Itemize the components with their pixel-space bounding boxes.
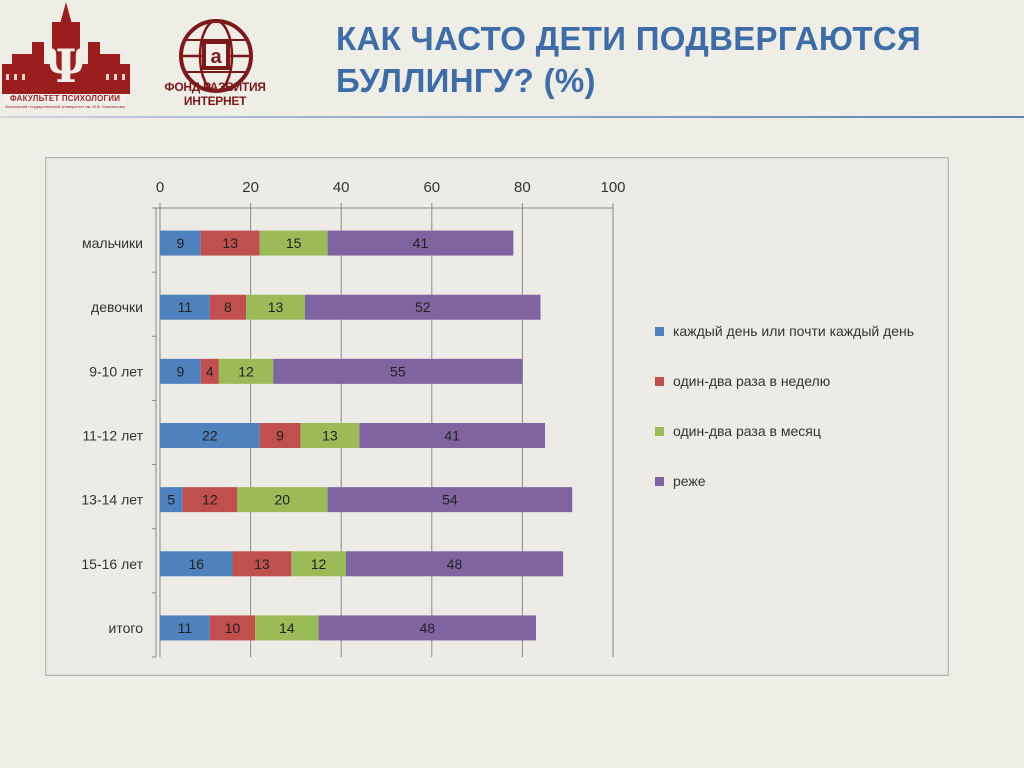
- category-label: 15-16 лет: [81, 556, 143, 572]
- bar-segment: [304, 294, 541, 320]
- legend-label-rarely: реже: [673, 473, 706, 489]
- data-label: 12: [238, 363, 254, 379]
- fund-caption: ФОНД РАЗВИТИЯ ИНТЕРНЕТ: [164, 80, 266, 108]
- bar-segment: [237, 487, 328, 513]
- title-divider: [0, 116, 1024, 118]
- bar-segment: [291, 551, 346, 577]
- bar-segment: [259, 423, 301, 448]
- data-label: 48: [419, 620, 435, 636]
- legend-swatch-weekly: [655, 377, 664, 386]
- data-label: 48: [447, 556, 463, 572]
- data-label: 11: [178, 620, 193, 636]
- data-label: 13: [254, 556, 270, 572]
- bar-segment: [160, 487, 183, 513]
- legend-swatch-monthly: [655, 427, 664, 436]
- psychology-faculty-caption: ФАКУЛЬТЕТ ПСИХОЛОГИИ: [4, 94, 126, 103]
- bar-segment: [200, 358, 219, 384]
- bar-segment: [160, 358, 201, 384]
- legend-label-monthly: один-два раза в месяц: [673, 423, 821, 439]
- category-label: 9-10 лет: [89, 363, 143, 379]
- bar-segment: [359, 423, 546, 448]
- data-label: 8: [224, 299, 232, 315]
- data-label: 41: [444, 428, 460, 444]
- data-label: 9: [176, 363, 184, 379]
- legend-label-daily: каждый день или почти каждый день: [673, 323, 915, 339]
- bar-segment: [209, 294, 247, 320]
- bar-segment: [160, 551, 233, 577]
- bar-segment: [327, 230, 514, 256]
- university-subcaption: Московский государственный университет и…: [5, 104, 125, 109]
- data-label: 12: [311, 556, 327, 572]
- data-label: 10: [225, 620, 241, 636]
- bar-segment: [273, 358, 523, 384]
- data-label: 4: [206, 363, 214, 379]
- bar-segment: [232, 551, 292, 577]
- bar-segment: [259, 230, 328, 256]
- bar-segment: [209, 615, 256, 641]
- legend-swatch-daily: [655, 327, 664, 336]
- x-tick-label: 80: [514, 179, 531, 196]
- data-label: 16: [188, 556, 204, 572]
- category-label: 11-12 лет: [82, 428, 143, 444]
- x-tick-label: 20: [242, 179, 259, 196]
- data-label: 13: [322, 428, 338, 444]
- data-label: 54: [442, 492, 458, 508]
- category-label: девочки: [91, 299, 143, 315]
- x-tick-label: 40: [333, 179, 350, 196]
- data-label: 52: [415, 299, 431, 315]
- category-label: 13-14 лет: [81, 492, 143, 508]
- bar-segment: [200, 230, 260, 256]
- psychology-faculty-logo-icon: Ψ: [2, 2, 130, 94]
- bar-segment: [218, 358, 274, 384]
- legend-label-weekly: один-два раза в неделю: [673, 373, 831, 389]
- bar-segment: [327, 487, 573, 513]
- data-label: 13: [222, 235, 238, 251]
- bar-segment: [255, 615, 319, 641]
- data-label: 12: [202, 492, 218, 508]
- bar-segment: [300, 423, 360, 448]
- data-label: 14: [279, 620, 295, 636]
- bar-segment: [318, 615, 536, 641]
- bar-segment: [160, 423, 260, 448]
- x-tick-label: 0: [156, 179, 164, 196]
- data-label: 9: [176, 235, 184, 251]
- bar-segment: [160, 230, 201, 256]
- bar-segment: [182, 487, 238, 513]
- legend-swatch-rarely: [655, 477, 664, 486]
- data-label: 41: [413, 235, 429, 251]
- internet-development-fund-logo-icon: а: [179, 19, 253, 93]
- svg-text:Ψ: Ψ: [45, 39, 87, 93]
- bar-segment: [160, 615, 210, 641]
- page-title: КАК ЧАСТО ДЕТИ ПОДВЕРГАЮТСЯ БУЛЛИНГУ? (%…: [336, 20, 922, 99]
- data-label: 55: [390, 363, 406, 379]
- data-label: 22: [202, 428, 218, 444]
- svg-text:а: а: [210, 46, 222, 68]
- x-tick-label: 60: [423, 179, 440, 196]
- category-label: мальчики: [82, 235, 143, 251]
- data-label: 9: [276, 428, 284, 444]
- data-label: 13: [268, 299, 284, 315]
- data-label: 11: [178, 299, 193, 315]
- bar-segment: [246, 294, 305, 320]
- bar-segment: [345, 551, 564, 577]
- data-label: 15: [286, 235, 302, 251]
- data-label: 5: [167, 492, 175, 508]
- bar-segment: [160, 294, 210, 320]
- x-tick-label: 100: [600, 179, 625, 196]
- data-label: 20: [275, 492, 291, 508]
- category-label: итого: [109, 620, 144, 636]
